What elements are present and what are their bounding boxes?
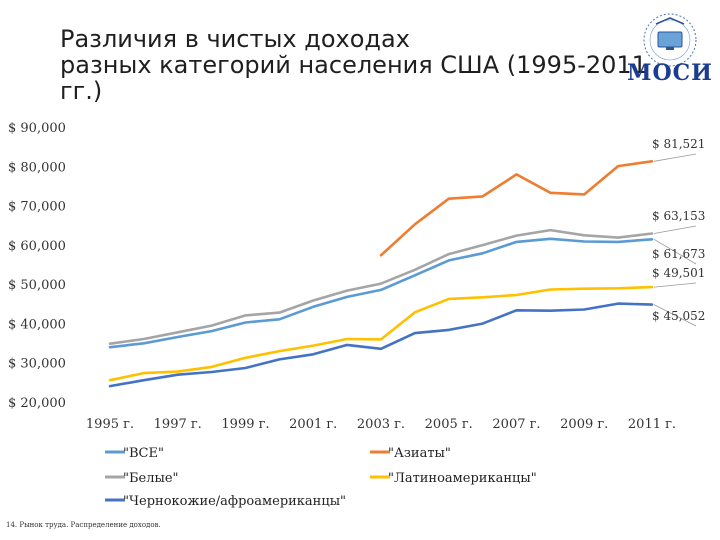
data-label-leader	[653, 225, 697, 234]
title-line-2: разных категорий населения США (1995-201…	[60, 51, 647, 79]
x-tick-label: 2001 г.	[289, 417, 337, 432]
x-tick-label: 1995 г.	[86, 417, 134, 432]
title-line-1: Различия в чистых доходах	[60, 25, 410, 53]
slide-footer: 14. Рынок труда. Распределение доходов.	[6, 521, 161, 529]
data-label-leader	[653, 238, 697, 265]
logo-emblem-icon	[643, 13, 697, 67]
data-label-leader	[653, 304, 697, 327]
y-tick-label: $ 50,000	[8, 278, 66, 293]
logo-text: МОСИ	[627, 60, 713, 86]
data-label: $ 49,501	[652, 266, 705, 280]
y-tick-label: $ 70,000	[8, 200, 66, 215]
data-label: $ 81,521	[652, 137, 705, 151]
y-tick-label: $ 60,000	[8, 239, 66, 254]
legend-label: "ВСЕ"	[123, 446, 164, 461]
y-tick-label: $ 40,000	[8, 317, 66, 332]
y-tick-label: $ 90,000	[8, 121, 66, 136]
x-tick-label: 2009 г.	[560, 417, 608, 432]
x-tick-label: 2003 г.	[357, 417, 405, 432]
page-title: Различия в чистых доходах разных категор…	[60, 25, 647, 105]
y-tick-label: $ 80,000	[8, 160, 66, 175]
title-line-3: гг.)	[60, 77, 103, 105]
series-line	[108, 228, 654, 345]
series-line	[379, 160, 654, 257]
legend-label: "Белые"	[123, 471, 179, 486]
data-label: $ 63,153	[652, 209, 705, 223]
x-tick-label: 1997 г.	[154, 417, 202, 432]
x-tick-label: 2007 г.	[492, 417, 540, 432]
series-line	[108, 285, 654, 382]
x-tick-label: 2011 г.	[628, 417, 676, 432]
legend-label: "Латиноамериканцы"	[388, 471, 537, 486]
data-label-leader	[653, 153, 697, 162]
data-label: $ 45,052	[652, 309, 705, 323]
y-tick-label: $ 30,000	[8, 357, 66, 372]
x-tick-label: 1999 г.	[221, 417, 269, 432]
data-label: $ 61,673	[652, 247, 705, 261]
x-tick-label: 2005 г.	[425, 417, 473, 432]
series-line	[108, 302, 654, 388]
legend-label: "Азиаты"	[388, 446, 451, 461]
y-tick-label: $ 20,000	[8, 396, 66, 411]
series-line	[108, 237, 654, 349]
legend-label: "Чернокожие/афроамериканцы"	[123, 494, 346, 509]
data-label-leader	[653, 282, 697, 288]
